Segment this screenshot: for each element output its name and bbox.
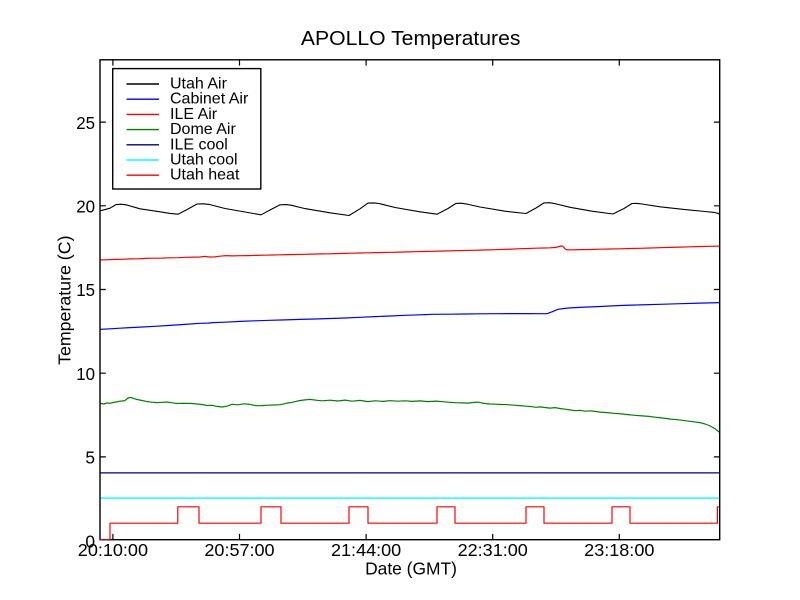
svg-text:ILE Air: ILE Air [170,106,218,123]
svg-text:Date (GMT): Date (GMT) [365,559,457,579]
svg-text:21:44:00: 21:44:00 [331,540,401,560]
svg-text:Temperature (C): Temperature (C) [54,236,74,365]
svg-text:25: 25 [76,113,95,133]
svg-text:Utah cool: Utah cool [170,152,238,169]
svg-text:Dome Air: Dome Air [170,121,236,138]
svg-text:22:31:00: 22:31:00 [458,540,528,560]
svg-text:ILE cool: ILE cool [170,136,228,153]
svg-text:23:18:00: 23:18:00 [584,540,654,560]
svg-text:Utah Air: Utah Air [170,76,228,93]
svg-text:20:57:00: 20:57:00 [204,540,274,560]
svg-text:Utah heat: Utah heat [170,167,240,184]
svg-text:20:10:00: 20:10:00 [78,540,148,560]
svg-text:Cabinet Air: Cabinet Air [170,91,249,108]
svg-text:5: 5 [85,448,95,468]
svg-text:APOLLO Temperatures: APOLLO Temperatures [301,28,521,50]
svg-text:15: 15 [76,280,95,300]
svg-text:10: 10 [76,364,95,384]
svg-text:0: 0 [85,531,95,551]
svg-text:20: 20 [76,197,95,217]
